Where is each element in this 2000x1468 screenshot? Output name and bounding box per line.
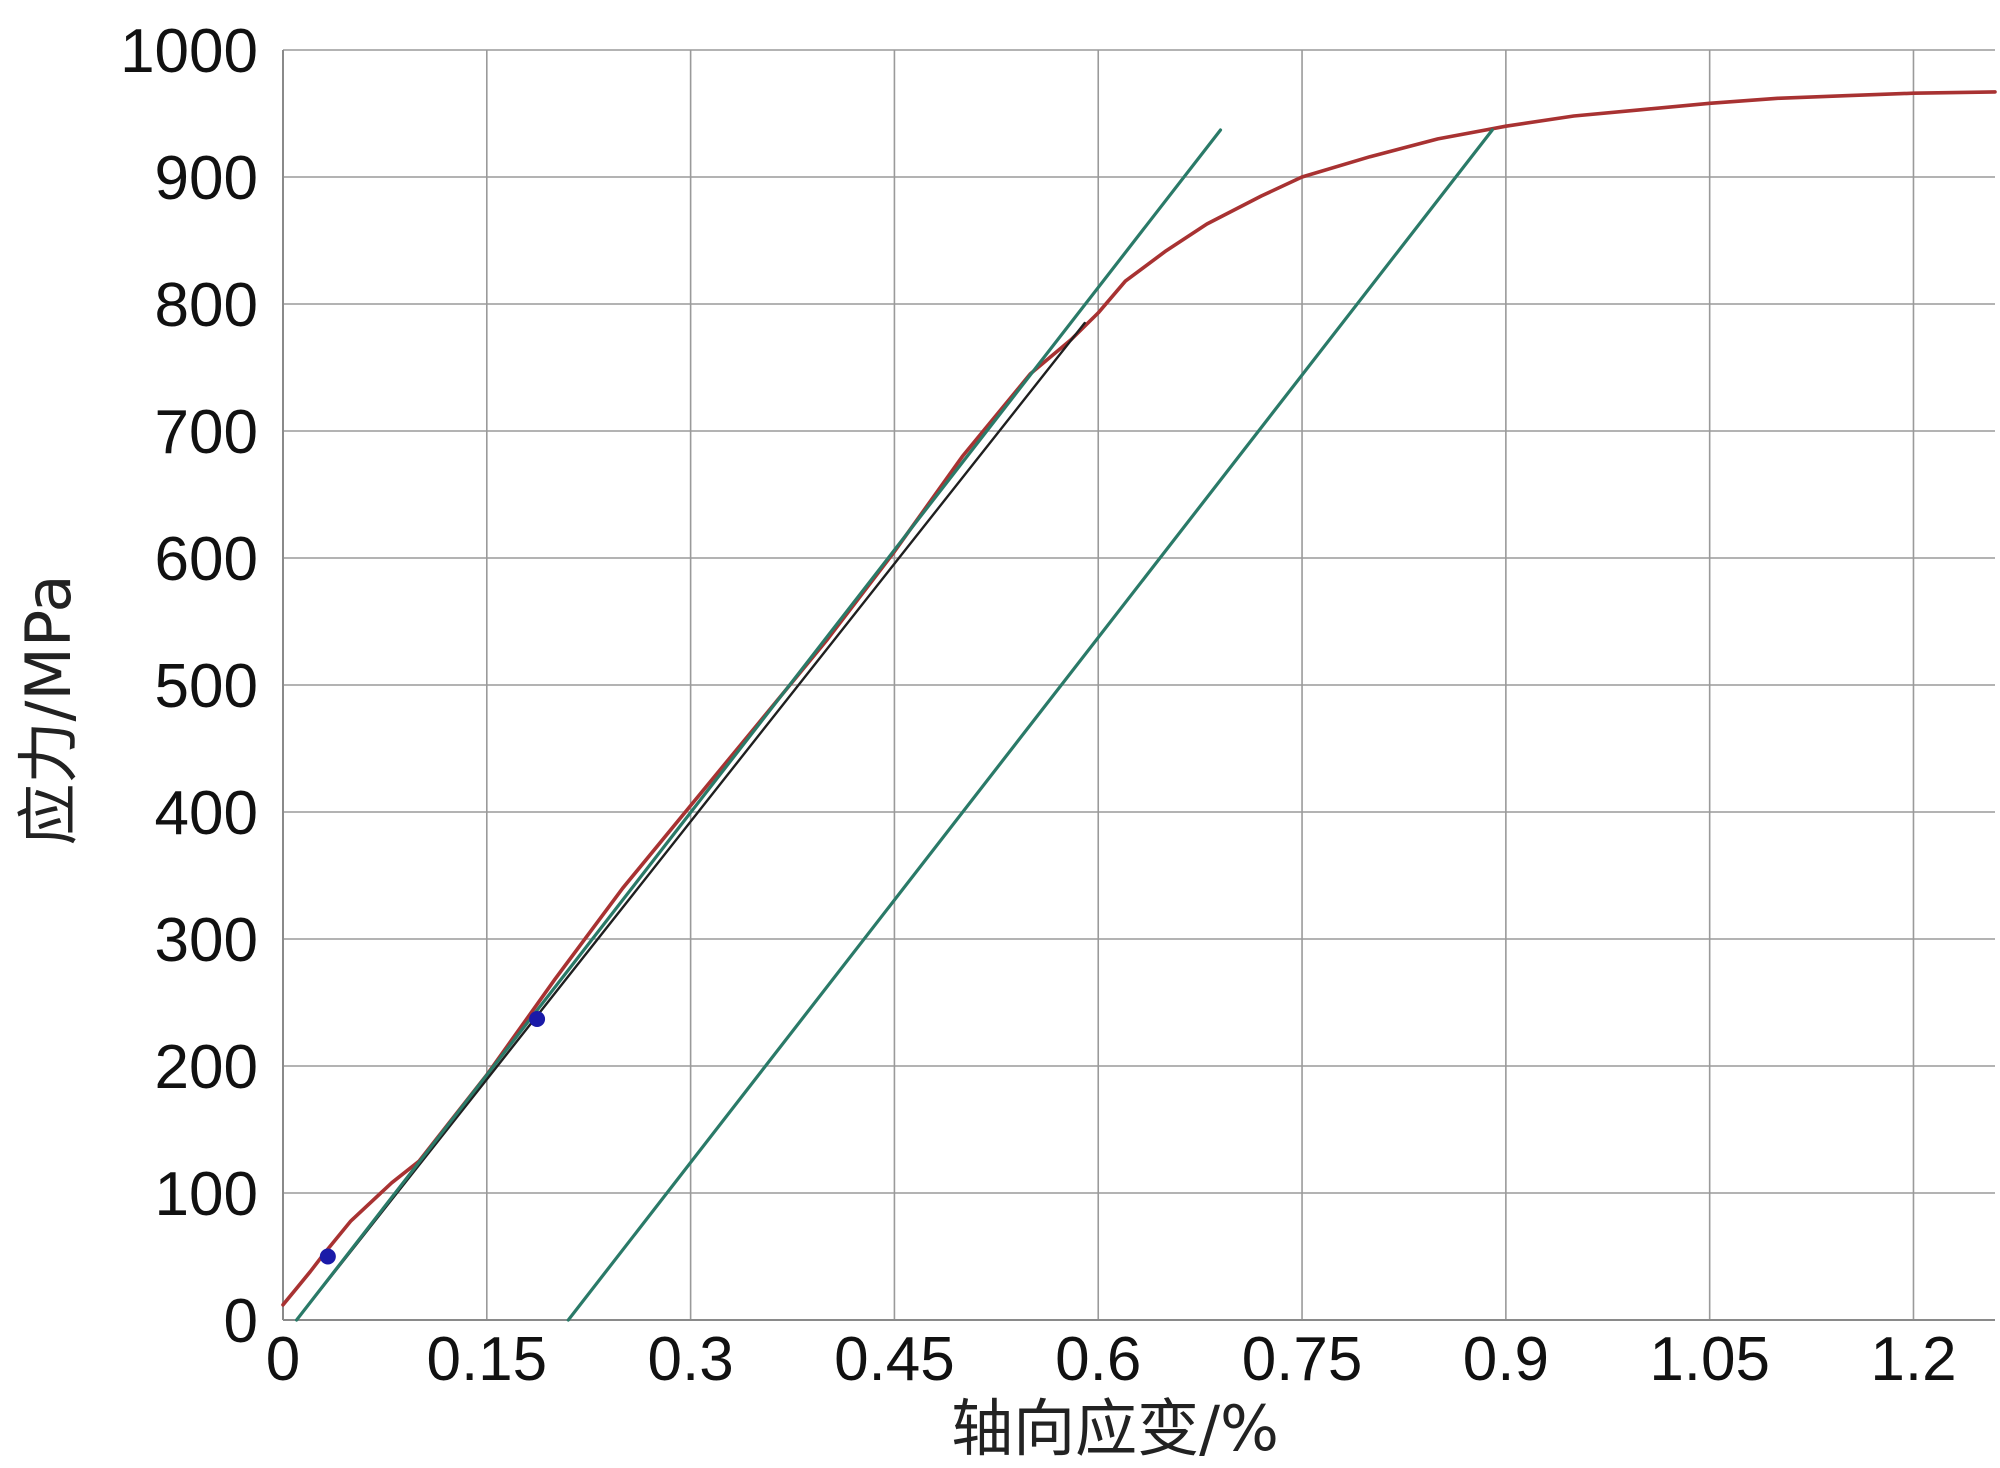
data-marker [319,1248,336,1265]
offset-line-0.2 [566,128,1494,1322]
stress-strain-curve [281,90,1997,1307]
y-tick-label: 600 [155,525,258,594]
x-axis-label: 轴向应变/% [951,1392,1279,1465]
plot-area [281,90,1997,1322]
y-tick-label: 900 [155,144,258,213]
x-axis: 0 0.15 0.3 0.45 0.6 0.75 0.9 1.05 1.2 [266,1325,1957,1394]
x-tick-label: 0.15 [426,1325,547,1394]
grid [282,49,1995,1321]
x-tick-label: 0.6 [1055,1325,1141,1394]
y-tick-label: 400 [155,779,258,848]
x-tick-label: 0.45 [834,1325,955,1394]
y-axis: 0 100 200 300 400 500 600 700 800 900 1000 [120,17,258,1356]
y-tick-label: 100 [155,1160,258,1229]
x-tick-label: 0 [266,1325,300,1394]
x-tick-label: 0.75 [1242,1325,1363,1394]
y-tick-label: 800 [155,271,258,340]
data-marker [529,1011,546,1028]
y-tick-label: 200 [155,1033,258,1102]
y-tick-label: 1000 [120,17,258,86]
y-tick-label: 300 [155,906,258,975]
x-tick-label: 0.9 [1463,1325,1549,1394]
elastic-fit-line [295,321,1086,1322]
x-tick-label: 1.2 [1870,1325,1956,1394]
y-axis-label: 应力/MPa [12,575,85,846]
elastic-offset-line-start [295,128,1223,1322]
x-tick-label: 1.05 [1649,1325,1770,1394]
y-tick-label: 0 [224,1287,258,1356]
y-tick-label: 500 [155,652,258,721]
y-tick-label: 700 [155,398,258,467]
x-tick-label: 0.3 [648,1325,734,1394]
